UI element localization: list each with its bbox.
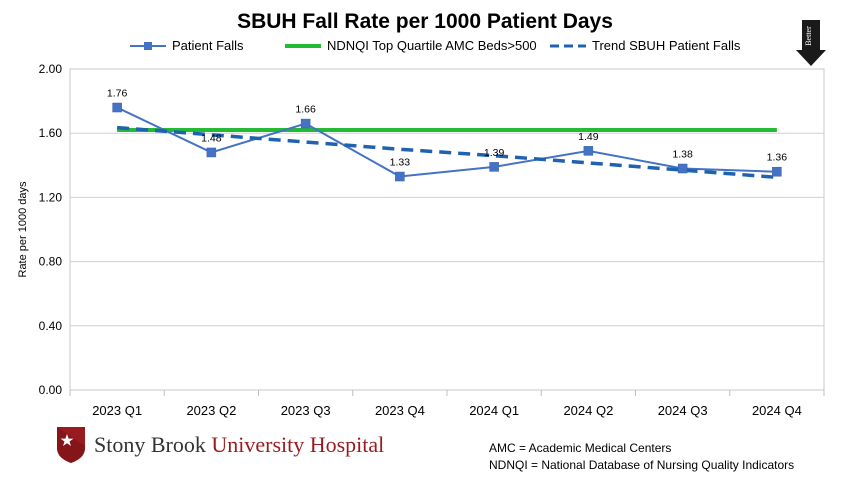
data-label-patient-falls: 1.76 xyxy=(107,88,128,100)
logo-text-stony-brook: Stony Brook xyxy=(94,432,206,457)
y-tick-label: 1.20 xyxy=(39,190,63,204)
better-label: Better xyxy=(804,26,813,46)
axes: 0.00 0.40 0.80 1.20 1.60 2.00 2023 Q1 2023 Q2 20… xyxy=(39,62,825,418)
legend-label-ndnqi: NDNQI Top Quartile AMC Beds>500 xyxy=(327,38,537,53)
series-layer xyxy=(112,102,782,182)
data-label-patient-falls: 1.36 xyxy=(767,152,788,164)
data-point-patient-falls xyxy=(395,171,405,182)
legend-item-patient-falls: Patient Falls xyxy=(130,38,244,53)
better-arrow-icon: Better xyxy=(796,20,826,66)
data-point-patient-falls xyxy=(772,166,782,177)
y-tick-label: 0.00 xyxy=(39,383,63,397)
x-tick-label: 2024 Q3 xyxy=(658,403,708,418)
legend-swatch-patient-falls xyxy=(130,41,166,50)
series-line-patient-falls xyxy=(116,106,777,178)
x-tick-label: 2024 Q2 xyxy=(563,403,613,418)
footnote-amc: AMC = Academic Medical Centers xyxy=(489,441,672,455)
data-label-patient-falls: 1.48 xyxy=(201,132,222,144)
y-tick-label: 2.00 xyxy=(39,62,63,76)
x-tick-label: 2023 Q4 xyxy=(375,403,425,418)
data-labels: 1.76 1.48 1.66 1.33 1.39 1.49 1.38 1.36 xyxy=(107,88,787,169)
x-tick-label: 2024 Q4 xyxy=(752,403,802,418)
data-point-patient-falls xyxy=(112,102,122,113)
legend-item-trend: Trend SBUH Patient Falls xyxy=(550,38,740,53)
data-point-patient-falls xyxy=(206,147,217,158)
legend-label-patient-falls: Patient Falls xyxy=(172,38,244,53)
y-tick-label: 1.60 xyxy=(39,126,63,140)
data-point-patient-falls xyxy=(300,118,311,129)
footnote-ndnqi: NDNQI = National Database of Nursing Qua… xyxy=(489,458,795,472)
hospital-logo: Stony Brook University Hospital xyxy=(56,426,384,464)
legend-swatch-trend xyxy=(550,44,586,47)
logo-text-university-hospital: University Hospital xyxy=(211,432,385,457)
data-label-patient-falls: 1.33 xyxy=(390,157,411,169)
data-point-patient-falls xyxy=(489,162,499,172)
footnotes: AMC = Academic Medical Centers NDNQI = N… xyxy=(489,440,794,474)
y-tick-label: 0.80 xyxy=(39,255,63,269)
data-label-patient-falls: 1.49 xyxy=(578,131,599,143)
plot-area-border xyxy=(69,68,825,391)
chart-legend: Patient Falls NDNQI Top Quartile AMC Bed… xyxy=(130,38,770,56)
data-label-patient-falls: 1.66 xyxy=(295,104,316,116)
data-label-patient-falls: 1.39 xyxy=(484,147,505,159)
gridlines xyxy=(70,68,824,391)
shield-star-icon xyxy=(57,427,85,463)
x-tick-label: 2024 Q1 xyxy=(469,403,519,418)
logo-text: Stony Brook University Hospital xyxy=(94,432,384,458)
x-tick-label: 2023 Q2 xyxy=(186,403,236,418)
x-tick-label: 2023 Q1 xyxy=(92,403,142,418)
y-axis-label: Rate per 1000 days xyxy=(17,181,29,278)
data-point-patient-falls xyxy=(583,146,594,156)
data-label-patient-falls: 1.38 xyxy=(672,149,693,161)
data-point-patient-falls xyxy=(677,163,688,174)
x-tick-label: 2023 Q3 xyxy=(281,403,331,418)
legend-label-trend: Trend SBUH Patient Falls xyxy=(592,38,741,53)
legend-item-ndnqi: NDNQI Top Quartile AMC Beds>500 xyxy=(285,38,537,53)
line-chart: 0.00 0.40 0.80 1.20 1.60 2.00 2023 Q1 2023 Q2 20… xyxy=(17,62,825,418)
chart-title: SBUH Fall Rate per 1000 Patient Days xyxy=(237,10,613,33)
legend-swatch-ndnqi xyxy=(285,43,321,48)
series-line-trend xyxy=(116,125,778,180)
y-tick-label: 0.40 xyxy=(39,319,63,333)
